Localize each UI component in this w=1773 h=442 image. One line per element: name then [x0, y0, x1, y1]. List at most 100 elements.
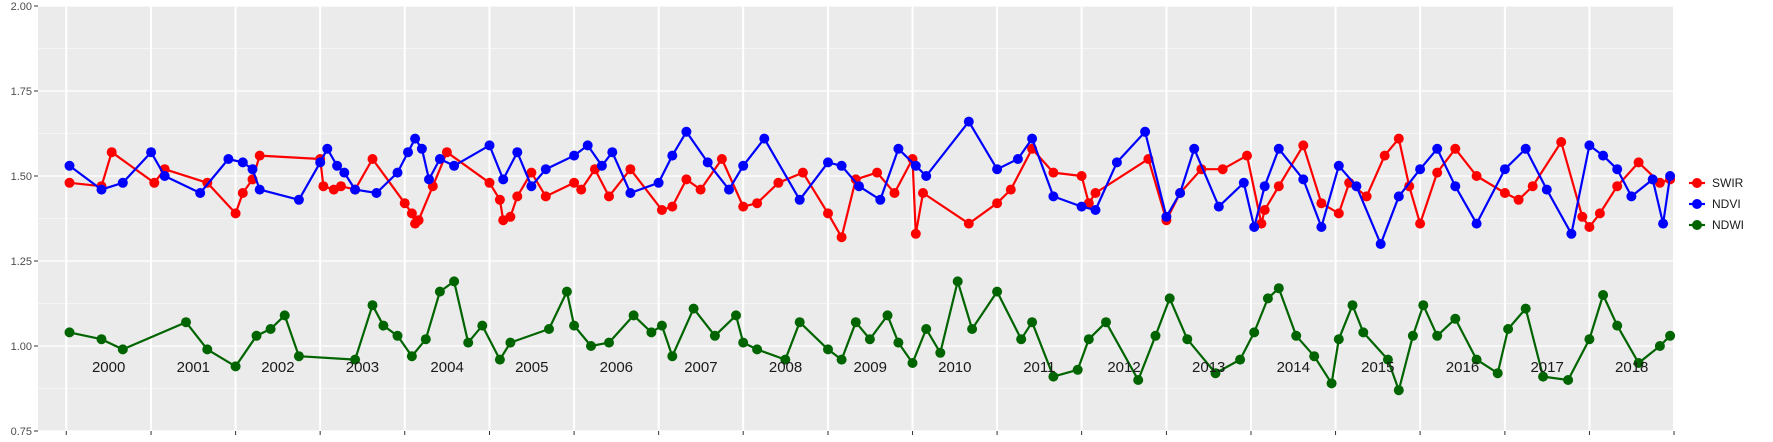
ndwi-point	[586, 341, 596, 351]
ndwi-point	[420, 334, 431, 345]
ndvi-point	[1238, 177, 1249, 188]
ndwi-point	[628, 310, 639, 321]
ndwi-point	[1563, 375, 1574, 385]
ndvi-point	[339, 167, 350, 178]
ndvi-point	[1140, 126, 1151, 137]
swir-point	[1577, 211, 1588, 222]
ndvi-point	[392, 167, 403, 178]
ndvi-point	[315, 157, 326, 168]
ndvi-point	[332, 160, 343, 171]
ndvi-point	[159, 171, 170, 181]
swir-point	[1513, 194, 1524, 205]
swir-point	[918, 188, 928, 198]
ndvi-point	[681, 126, 692, 137]
swir-point	[505, 211, 516, 222]
ndwi-point	[1393, 385, 1404, 396]
ndvi-point	[759, 133, 770, 144]
swir-point	[494, 194, 505, 205]
ndvi-point	[410, 133, 421, 144]
swir-point	[1404, 181, 1415, 192]
legend: SWIR NDVI NDWI	[1689, 176, 1744, 232]
swir-point	[318, 181, 329, 192]
ndwi-point	[1520, 303, 1531, 314]
ndwi-point	[117, 344, 128, 355]
ndvi-point	[293, 194, 304, 205]
swir-point	[484, 177, 495, 188]
year-label: 2013	[1192, 359, 1225, 376]
ndwi-point	[434, 286, 445, 297]
swir-point	[336, 181, 346, 192]
ndvi-point	[526, 181, 537, 192]
ndwi-point	[1291, 330, 1302, 341]
swir-point	[695, 184, 706, 195]
ndwi-point	[279, 310, 290, 321]
ndvi-point	[1273, 143, 1284, 154]
year-label: 2007	[684, 359, 717, 376]
ndwi-point	[1382, 354, 1393, 365]
year-label: 2018	[1615, 359, 1648, 376]
swir-point	[910, 228, 921, 239]
ndwi-point	[1432, 330, 1443, 341]
ndvi-point	[1658, 218, 1669, 229]
year-label: 2005	[515, 359, 548, 376]
ndwi-point	[265, 324, 276, 334]
year-label: 2011	[1023, 359, 1055, 376]
swir-point	[1393, 133, 1404, 144]
swir-point	[889, 188, 900, 198]
ndwi-point	[780, 354, 791, 365]
swir-point	[872, 167, 883, 178]
ndvi-point	[1626, 191, 1637, 202]
ndvi-point	[1375, 239, 1386, 249]
ndwi-point	[1210, 368, 1221, 379]
swir-point	[1471, 171, 1482, 181]
swir-point	[1556, 137, 1567, 147]
year-label: 2003	[346, 359, 379, 376]
ndvi-point	[1333, 160, 1344, 171]
ndvi-point	[653, 177, 664, 188]
ndvi-point	[1598, 150, 1609, 161]
ndwi-point	[738, 337, 749, 348]
ndvi-point	[910, 160, 921, 171]
y-tick-label: 1.50	[11, 171, 32, 183]
year-label: 2009	[854, 359, 887, 376]
ndvi-point	[1161, 211, 1172, 222]
ndvi-point	[1249, 222, 1260, 232]
ndwi-point	[463, 337, 474, 348]
ndwi-point	[1309, 351, 1320, 362]
ndvi-point	[1351, 181, 1362, 192]
legend-item-ndvi: NDVI	[1689, 197, 1741, 211]
swir-point	[752, 198, 763, 209]
swir-point	[773, 177, 784, 188]
ndwi-point	[505, 337, 516, 348]
ndvi-point	[667, 150, 678, 161]
swir-point	[604, 191, 614, 202]
ndwi-point	[1633, 358, 1644, 368]
swir-point	[1361, 191, 1372, 202]
ndvi-point	[921, 171, 932, 181]
ndvi-point	[893, 143, 904, 154]
ndwi-point	[752, 344, 763, 355]
ndwi-point	[181, 317, 191, 328]
year-labels: 2000 2001 2002 2003 2004 2005 2006 2007 2008 2009…	[92, 359, 1648, 376]
ndvi-point	[434, 154, 445, 164]
year-label: 2015	[1361, 359, 1394, 376]
ndvi-point	[350, 184, 361, 195]
ndvi-point	[371, 188, 382, 198]
swir-point	[667, 201, 678, 212]
ndwi-point	[952, 276, 963, 287]
ndvi-point	[702, 157, 713, 168]
ndwi-point	[864, 334, 875, 345]
ndvi-point	[117, 177, 128, 188]
ndvi-point	[724, 184, 734, 195]
ndwi-point	[64, 327, 75, 338]
ndwi-point	[1598, 290, 1609, 300]
y-tick-label: 1.00	[11, 341, 32, 353]
year-label: 2012	[1107, 359, 1140, 376]
swir-point	[526, 167, 537, 178]
swir-point	[1090, 188, 1101, 198]
y-tick-label: 1.75	[11, 86, 32, 98]
ndvi-point	[146, 147, 157, 158]
year-label: 2000	[92, 359, 125, 376]
swir-point	[406, 208, 417, 219]
ndwi-point	[1133, 375, 1144, 385]
